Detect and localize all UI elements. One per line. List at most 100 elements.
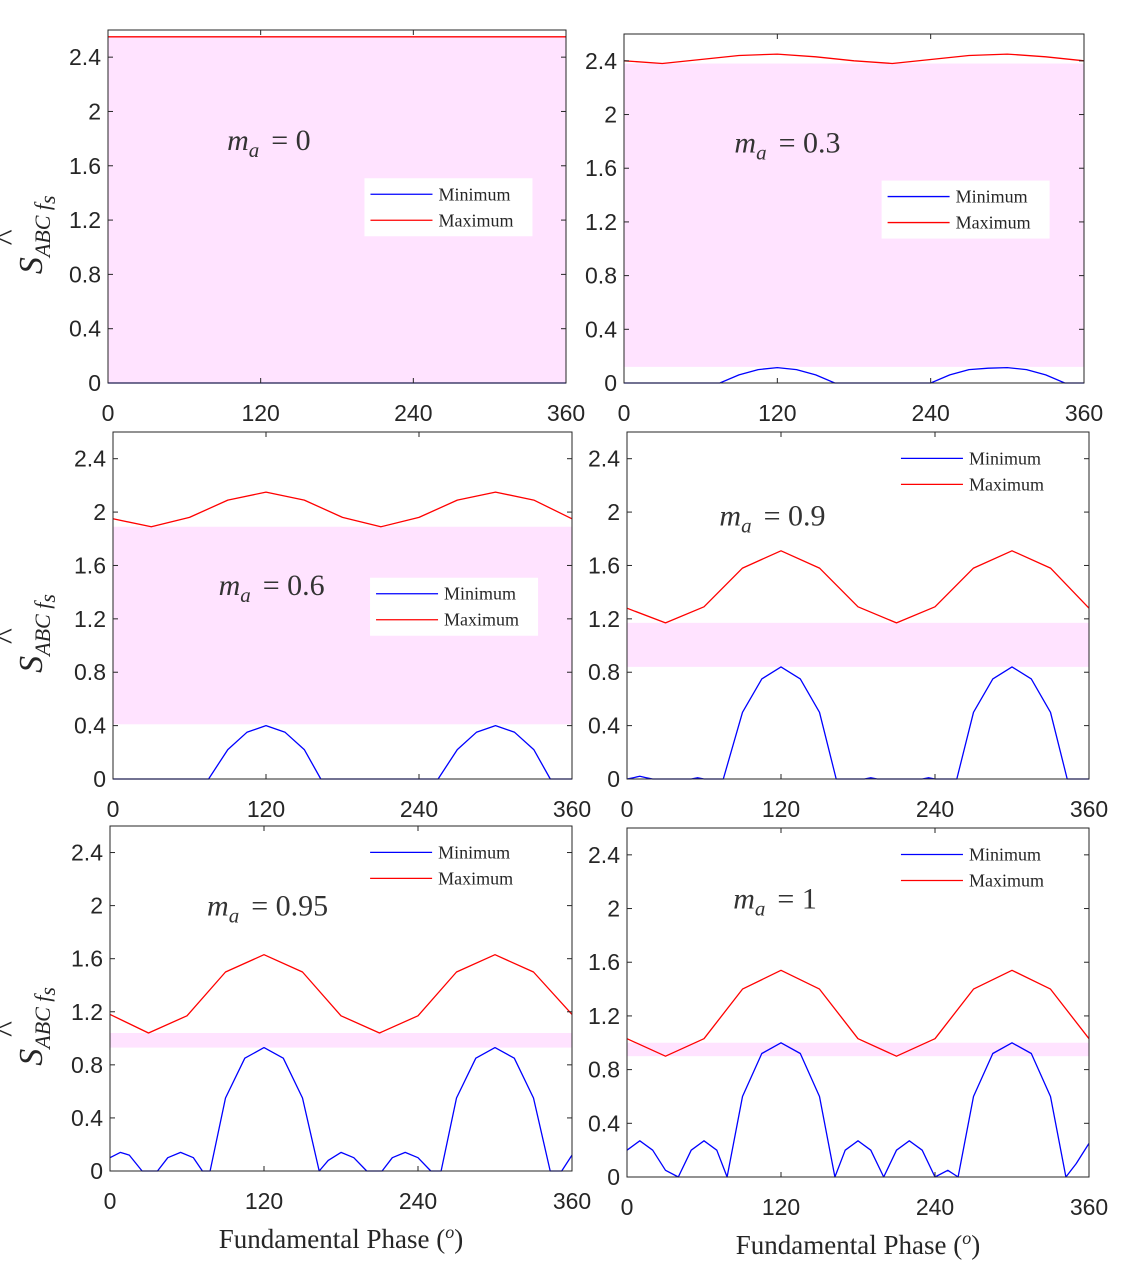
legend: Minimum Maximum [364,178,533,237]
y-tick-label: 2.4 [588,842,620,868]
y-tick-label: 2.4 [71,840,103,866]
y-tick-label: 0 [604,370,617,396]
y-tick-label: 2 [88,98,101,124]
y-tick-label: 1.2 [588,606,620,632]
annotation-ma: ma = 0.95 [207,890,328,928]
y-tick-label: 1.6 [588,949,620,975]
y-tick-label: 1.6 [69,153,101,179]
series-line-maximum [626,550,1090,624]
svg-text:SABC fs: SABC fs [13,987,60,1066]
x-tick-label: 360 [1070,796,1108,822]
x-tick-label: 0 [621,796,634,822]
x-tick-label: 120 [762,1194,800,1220]
legend-label-minimum: Minimum [444,584,516,604]
x-tick-label: 120 [762,796,800,822]
y-axis-label-hat: ^ [0,1021,26,1038]
y-tick-label: 0.8 [588,659,620,685]
legend: Minimum Maximum [894,838,1063,897]
legend-box [894,442,1063,501]
axes-frame [107,29,567,384]
legend-box [881,180,1050,239]
series-line-maximum [109,954,573,1034]
legend-label-maximum: Maximum [438,868,513,888]
legend-box [370,577,539,636]
y-tick-label: 0.4 [585,316,617,342]
y-tick-label: 2 [607,896,620,922]
x-tick-label: 240 [911,400,949,426]
panel-3: 0 0.4 0.8 1.2 1.6 2 2.4 0 120 240 360 ma = 0.6 Minimu… [0,431,591,822]
y-tick-label: 2.4 [585,48,617,74]
y-tick-label: 1.6 [588,552,620,578]
series-line-minimum [626,1042,1090,1178]
x-tick-label: 120 [247,796,285,822]
y-tick-label: 0.8 [71,1052,103,1078]
legend: Minimum Maximum [370,577,539,636]
series-line-minimum [109,1046,573,1172]
shaded-band [627,1042,1089,1057]
legend: Minimum Maximum [881,180,1050,239]
legend-label-maximum: Maximum [969,474,1044,494]
y-tick-label: 2.4 [69,44,101,70]
series-line-maximum [112,491,573,528]
y-tick-label: 1.6 [71,946,103,972]
y-tick-label: 0.4 [69,316,101,342]
svg-text:SABC fs: SABC fs [13,195,60,274]
legend-label-maximum: Maximum [956,213,1031,233]
y-axis-label: SABC fs^ [0,594,60,673]
y-tick-label: 0.8 [74,659,106,685]
y-tick-label: 1.6 [585,155,617,181]
y-axis-label-hat: ^ [0,628,26,645]
panel-5: 0 0.4 0.8 1.2 1.6 2 2.4 0 120 240 360 ma = 0.95 Minim… [0,825,591,1254]
panel-2: 0 0.4 0.8 1.2 1.6 2 2.4 0 120 240 360 ma = 0.3 Minimu… [585,33,1103,426]
x-tick-label: 240 [399,1188,437,1214]
x-tick-label: 120 [758,400,796,426]
y-tick-label: 0.4 [74,713,106,739]
x-tick-label: 360 [1070,1194,1108,1220]
x-tick-label: 0 [104,1188,117,1214]
x-tick-label: 0 [621,1194,634,1220]
y-tick-label: 0 [88,370,101,396]
legend-label-minimum: Minimum [956,187,1028,207]
annotation-ma: ma = 0.6 [219,569,325,607]
y-tick-label: 0 [93,766,106,792]
legend-label-minimum: Minimum [969,448,1041,468]
y-tick-label: 1.2 [585,209,617,235]
y-tick-label: 0 [90,1158,103,1184]
x-axis-label: Fundamental Phase (o) [219,1222,463,1254]
x-tick-label: 360 [547,400,585,426]
series-line-maximum [626,969,1090,1057]
x-axis-label: Fundamental Phase (o) [736,1228,980,1260]
y-tick-label: 2.4 [74,446,106,472]
y-tick-label: 0.4 [588,713,620,739]
legend-box [894,838,1063,897]
x-tick-label: 240 [394,400,432,426]
x-tick-label: 360 [553,1188,591,1214]
y-tick-label: 0.8 [588,1057,620,1083]
svg-text:SABC fs: SABC fs [13,594,60,673]
shaded-band [627,622,1089,667]
y-axis-label: SABC fs^ [0,987,60,1066]
legend-box [364,836,533,895]
axes-frame [109,825,573,1172]
x-tick-label: 240 [916,1194,954,1220]
y-axis-label: SABC fs^ [0,195,60,274]
annotation-ma: ma = 0.9 [719,500,825,538]
y-tick-label: 0.8 [585,263,617,289]
x-tick-label: 240 [400,796,438,822]
y-tick-label: 0.4 [71,1105,103,1131]
x-tick-label: 240 [916,796,954,822]
y-tick-label: 0 [607,1164,620,1190]
series-line-maximum [623,53,1085,65]
annotation-ma: ma = 1 [733,882,817,920]
panel-4: 0 0.4 0.8 1.2 1.6 2 2.4 0 120 240 360 ma = 0.9 Minimu… [588,431,1108,822]
axes-frame [112,431,573,780]
y-tick-label: 2.4 [588,446,620,472]
axes-frame [626,827,1090,1178]
x-tick-label: 120 [241,400,279,426]
legend-label-minimum: Minimum [969,844,1041,864]
x-tick-label: 0 [102,400,115,426]
legend: Minimum Maximum [894,442,1063,501]
y-tick-label: 2 [93,499,106,525]
legend: Minimum Maximum [364,836,533,895]
